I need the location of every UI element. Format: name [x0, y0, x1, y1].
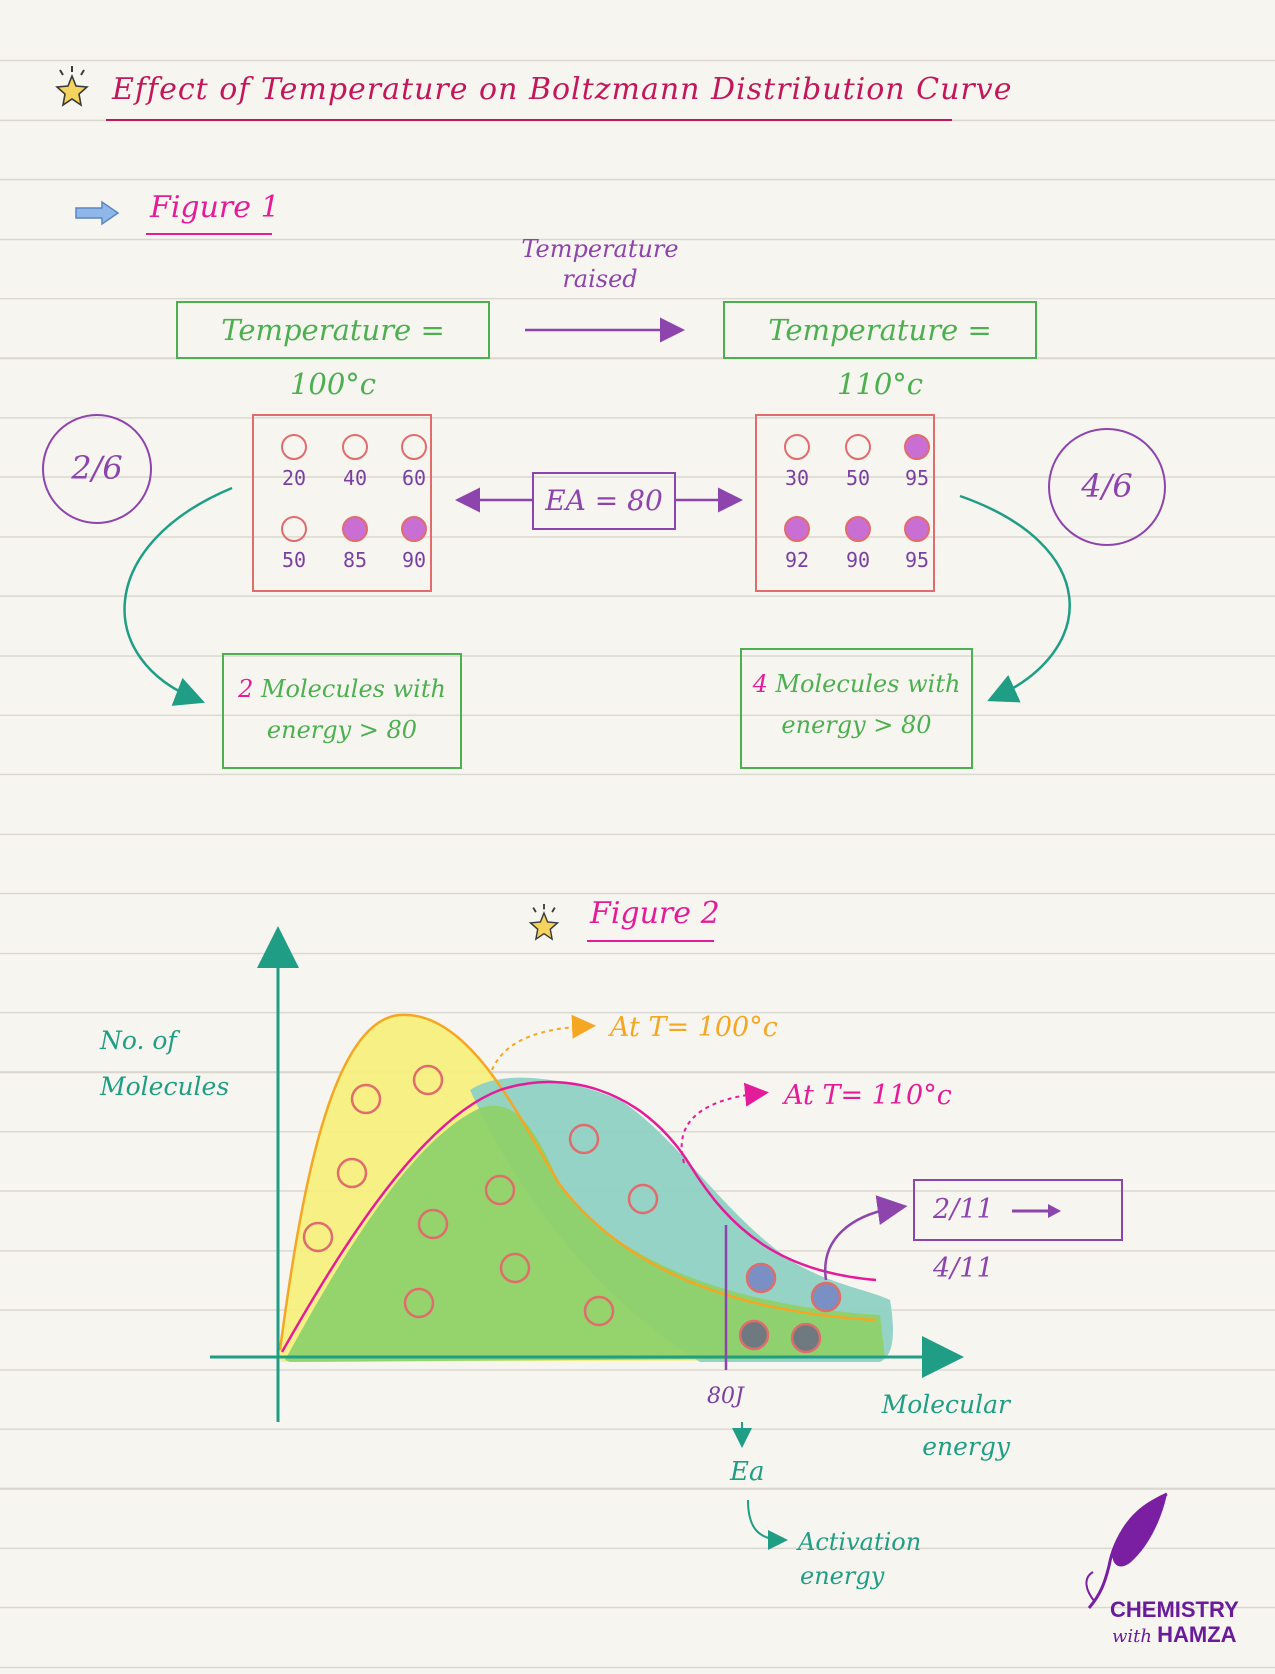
fraction-change-box: 2/11 4/11 [913, 1179, 1123, 1284]
temp-box-left: Temperature = 100°c [176, 301, 490, 401]
molecule-circle [342, 516, 368, 542]
left-curved-arrow [123, 486, 233, 706]
result-left-count: 2 [238, 675, 254, 703]
molecule-circle [350, 1083, 382, 1115]
logo-line2: with HAMZA [1112, 1622, 1237, 1648]
logo-line1: CHEMISTRY [1110, 1597, 1239, 1622]
molecule-circle [281, 434, 307, 460]
molecule-energy: 30 [784, 466, 810, 490]
arrow-right-icon [75, 200, 120, 226]
molecule-circle [499, 1252, 531, 1284]
molecule-grid-left: 20 40 60 50 85 90 [252, 414, 432, 592]
temperature-raised-line1: Temperature [521, 235, 679, 263]
arrow-to-fraction-box [823, 1195, 908, 1281]
figure1-arrows [123, 317, 1071, 706]
result-box-left: 2 Molecules with energy > 80 [222, 653, 462, 769]
molecule-circle-above-ea [790, 1322, 822, 1354]
fraction-left: 2/6 [42, 414, 152, 524]
temp-box-right: Temperature = 110°c [723, 301, 1037, 401]
molecule-circle-above-ea [745, 1262, 777, 1294]
molecule-energy: 20 [281, 466, 307, 490]
curve-110c-label: At T= 110°c [781, 1080, 952, 1111]
arrow-to-100c-label [491, 1014, 596, 1071]
result-right-count: 4 [752, 670, 768, 698]
result-right-line2: energy > 80 [781, 710, 932, 739]
fraction-right: 4/6 [1048, 428, 1166, 546]
molecule-energy: 60 [401, 466, 427, 490]
arrow-right-icon [1010, 1182, 1062, 1240]
molecule-energy: 40 [342, 466, 368, 490]
molecule-energy: 50 [845, 466, 871, 490]
molecule-circle [412, 1064, 444, 1096]
ea-box: EA = 80 [532, 472, 676, 530]
molecule-circle [904, 516, 930, 542]
molecule-circle-above-ea [738, 1319, 770, 1351]
molecule-circles-above-ea [738, 1262, 842, 1354]
page-title: Effect of Temperature on Boltzmann Distr… [112, 72, 1013, 107]
molecule-circle [401, 516, 427, 542]
fraction-to: 4/11 [933, 1252, 994, 1284]
molecule-grid-right: 30 50 95 92 90 95 [755, 414, 935, 592]
molecule-energy: 90 [401, 548, 427, 572]
curve-100c [278, 1013, 876, 1351]
boltzmann-chart: At T= 100°c At T= 110°c 80J Ea Activatio… [210, 926, 964, 1590]
feather-logo-icon [1085, 1492, 1168, 1609]
molecule-energy: 92 [784, 548, 810, 572]
logo-with: with [1112, 1626, 1152, 1647]
molecule-energy: 95 [904, 548, 930, 572]
x-axis-label-line1: Molecular [881, 1390, 1010, 1419]
y-axis-label-line2: Molecules [100, 1072, 230, 1101]
figure2-label: Figure 2 [590, 896, 720, 931]
molecule-circle [784, 516, 810, 542]
molecule-circle [302, 1221, 334, 1253]
molecule-circle [336, 1157, 368, 1189]
logo-hamza: HAMZA [1157, 1622, 1237, 1647]
molecule-circle [845, 516, 871, 542]
result-left-line2: energy > 80 [266, 715, 418, 744]
molecule-circles [302, 1064, 659, 1327]
figure2-underline [587, 940, 714, 942]
molecule-energy: 50 [281, 548, 307, 572]
molecule-circle [342, 434, 368, 460]
right-curved-arrow [959, 494, 1071, 703]
molecule-energy: 95 [904, 466, 930, 490]
molecule-circle [484, 1174, 516, 1206]
fraction-from: 2/11 [933, 1194, 994, 1225]
result-right-line1: Molecules with [775, 670, 961, 698]
figure1-label: Figure 1 [150, 190, 280, 225]
x-axis-label-line2: energy [922, 1432, 1010, 1461]
activation-label-line1: Activation [796, 1528, 921, 1556]
molecule-circle [583, 1295, 615, 1327]
arrow-to-110c-label [680, 1082, 769, 1164]
activation-label-line2: energy [800, 1562, 885, 1590]
star-icon [55, 66, 89, 107]
arrow-to-activation [747, 1499, 788, 1550]
molecule-circle-above-ea [810, 1281, 842, 1313]
molecule-circle [417, 1208, 449, 1240]
result-box-right: 4 Molecules with energy > 80 [740, 648, 973, 769]
molecule-circle [403, 1287, 435, 1319]
temperature-raised-label: Temperature raised [520, 234, 680, 294]
curve-100c-label: At T= 100°c [607, 1012, 778, 1043]
title-underline [106, 119, 952, 121]
molecule-energy: 90 [845, 548, 871, 572]
molecule-circle [401, 434, 427, 460]
temperature-raised-line2: raised [562, 265, 638, 293]
molecule-circle [627, 1183, 659, 1215]
star-icon [528, 904, 560, 941]
molecule-circle [904, 434, 930, 460]
x-axis-label: Molecular energy [880, 1384, 1010, 1468]
molecule-circle [568, 1123, 600, 1155]
y-axis-label-line1: No. of [100, 1026, 177, 1055]
figure1-underline [146, 233, 272, 235]
molecule-circle [281, 516, 307, 542]
result-left-line1: Molecules with [260, 675, 446, 703]
molecule-circle [784, 434, 810, 460]
y-axis-label: No. of Molecules [100, 1018, 229, 1110]
ea-symbol: Ea [729, 1457, 764, 1487]
molecule-circle [845, 434, 871, 460]
curve-110c [280, 1080, 877, 1353]
molecule-energy: 85 [342, 548, 368, 572]
ea-tick-label: 80J [707, 1384, 745, 1409]
